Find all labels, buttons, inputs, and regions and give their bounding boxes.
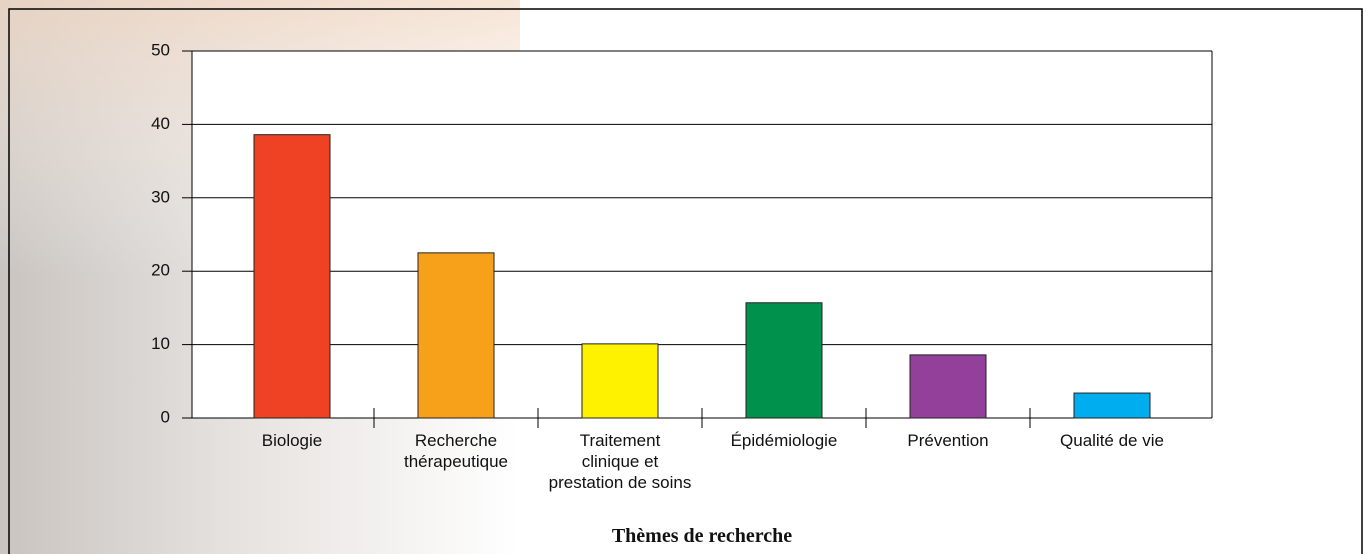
- x-tick-label: Biologie: [210, 430, 374, 451]
- y-tick-label: 0: [161, 407, 170, 426]
- x-tick-label: Prévention: [866, 430, 1030, 451]
- x-axis-title: Thèmes de recherche: [0, 525, 1371, 548]
- y-tick-label: 20: [151, 261, 170, 280]
- y-tick-label: 40: [151, 114, 170, 133]
- y-tick-label: 30: [151, 187, 170, 206]
- plot-area: [192, 51, 1212, 418]
- y-tick-label: 50: [151, 40, 170, 59]
- x-tick-label: Épidémiologie: [702, 430, 866, 451]
- bar: [582, 344, 658, 418]
- bar: [1074, 393, 1150, 418]
- bar: [910, 355, 986, 418]
- chart-page: 0 10 20 30 40 50 Thèmes de recherche Biologie…: [0, 0, 1371, 554]
- x-tick-label: Qualité de vie: [1030, 430, 1194, 451]
- bar: [254, 135, 330, 418]
- bar: [746, 303, 822, 418]
- x-tick-label: Recherche thérapeutique: [374, 430, 538, 472]
- bar: [418, 253, 494, 418]
- x-tick-label: Traitement clinique et prestation de soi…: [538, 430, 702, 493]
- y-tick-label: 10: [151, 334, 170, 353]
